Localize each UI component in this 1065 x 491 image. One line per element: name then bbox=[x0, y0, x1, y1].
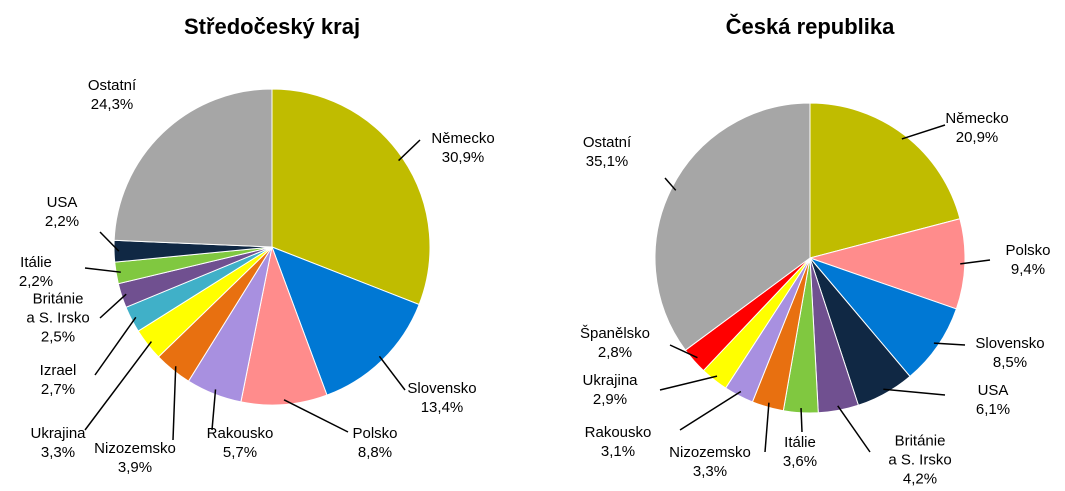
slice-label: Ukrajina 3,3% bbox=[30, 424, 85, 462]
value-label: 3,3% bbox=[692, 463, 728, 480]
leader-line bbox=[800, 408, 803, 433]
slice-label: Rakousko 3,1% bbox=[585, 423, 652, 461]
slice-label: Nizozemsko 3,3% bbox=[669, 443, 751, 481]
value-label: 8,5% bbox=[992, 354, 1028, 371]
slice-label: Německo 30,9% bbox=[431, 129, 494, 167]
slice-label: Itálie 3,6% bbox=[783, 433, 817, 471]
category-label: Německo bbox=[945, 110, 1009, 127]
value-label: 20,9% bbox=[955, 129, 999, 146]
slice-label: Slovensko 8,5% bbox=[975, 334, 1044, 372]
value-label: 3,6% bbox=[782, 453, 818, 470]
category-label: Británie a S. Irsko bbox=[888, 432, 952, 469]
value-label: 24,3% bbox=[90, 96, 134, 113]
leader-line bbox=[659, 375, 718, 391]
category-label: USA bbox=[46, 194, 78, 211]
category-label: Slovensko bbox=[975, 335, 1045, 352]
leader-line bbox=[669, 344, 698, 359]
slice-label: Rakousko 5,7% bbox=[207, 424, 274, 462]
slice-label: Polsko 9,4% bbox=[1005, 241, 1050, 279]
pie-slice bbox=[113, 88, 273, 248]
value-label: 30,9% bbox=[441, 149, 485, 166]
value-label: 2,2% bbox=[44, 213, 80, 230]
leader-line bbox=[901, 124, 946, 140]
category-label: Nizozemsko bbox=[669, 444, 751, 461]
category-label: USA bbox=[977, 382, 1009, 399]
category-label: Ukrajina bbox=[30, 425, 86, 442]
value-label: 9,4% bbox=[1010, 261, 1046, 278]
slice-label: Španělsko 2,8% bbox=[580, 324, 650, 362]
leader-line bbox=[211, 389, 217, 431]
slice-label: USA 2,2% bbox=[45, 193, 79, 231]
slice-label: Británie a S. Irsko 2,5% bbox=[26, 290, 89, 347]
slice-label: USA 6,1% bbox=[976, 381, 1010, 419]
leader-line bbox=[933, 342, 966, 346]
value-label: 3,3% bbox=[40, 444, 76, 461]
value-label: 3,9% bbox=[117, 459, 153, 476]
slice-label: Británie a S. Irsko 4,2% bbox=[888, 432, 951, 489]
pie-slice bbox=[271, 88, 431, 306]
slice-label: Slovensko 13,4% bbox=[407, 379, 476, 417]
value-label: 2,2% bbox=[18, 273, 54, 290]
slice-label: Polsko 8,8% bbox=[352, 424, 397, 462]
category-label: Itálie bbox=[784, 434, 816, 451]
slice-label: Ostatní 35,1% bbox=[583, 133, 631, 171]
slice-label: Ostatní 24,3% bbox=[88, 76, 136, 114]
category-label: Polsko bbox=[352, 425, 398, 442]
value-label: 2,7% bbox=[40, 381, 76, 398]
leader-line bbox=[398, 139, 421, 162]
value-label: 8,8% bbox=[357, 444, 393, 461]
leader-line bbox=[837, 405, 871, 453]
value-label: 4,2% bbox=[902, 470, 938, 488]
leader-line bbox=[679, 390, 742, 431]
category-label: Španělsko bbox=[579, 325, 651, 342]
value-label: 5,7% bbox=[222, 444, 258, 461]
category-label: Ukrajina bbox=[582, 372, 638, 389]
value-label: 3,1% bbox=[600, 443, 636, 460]
category-label: Ostatní bbox=[582, 134, 632, 151]
chart-title: Česká republika bbox=[725, 14, 895, 39]
category-label: Itálie bbox=[20, 254, 52, 271]
value-label: 13,4% bbox=[420, 399, 464, 416]
leader-line bbox=[84, 267, 121, 273]
slice-label: Nizozemsko 3,9% bbox=[94, 439, 176, 477]
slice-label: Izrael 2,7% bbox=[40, 361, 77, 399]
category-label: Nizozemsko bbox=[94, 440, 176, 457]
chart-title: Středočeský kraj bbox=[183, 14, 361, 39]
category-label: Británie a S. Irsko bbox=[26, 290, 90, 327]
slice-label: Ukrajina 2,9% bbox=[582, 371, 637, 409]
leader-line bbox=[84, 341, 153, 431]
category-label: Německo bbox=[431, 130, 495, 147]
leader-line bbox=[664, 177, 677, 191]
category-label: Izrael bbox=[39, 362, 77, 379]
slice-label: Německo 20,9% bbox=[945, 109, 1008, 147]
value-label: 35,1% bbox=[585, 153, 629, 170]
pie-slice bbox=[240, 245, 328, 406]
value-label: 2,9% bbox=[592, 391, 628, 408]
leader-line bbox=[378, 355, 406, 391]
leader-line bbox=[764, 402, 770, 453]
leader-line bbox=[99, 293, 127, 319]
value-label: 6,1% bbox=[975, 401, 1011, 418]
category-label: Rakousko bbox=[584, 424, 652, 441]
leader-line bbox=[883, 388, 946, 396]
category-label: Polsko bbox=[1005, 242, 1051, 259]
leader-line bbox=[283, 399, 349, 433]
leader-line bbox=[99, 231, 120, 252]
leader-line bbox=[960, 259, 991, 265]
leader-line bbox=[94, 316, 137, 376]
category-label: Slovensko bbox=[407, 380, 477, 397]
value-label: 2,5% bbox=[40, 328, 76, 346]
pie-slice bbox=[808, 218, 966, 310]
leader-line bbox=[172, 366, 177, 441]
slice-label: Itálie 2,2% bbox=[19, 253, 53, 291]
value-label: 2,8% bbox=[597, 344, 633, 361]
pie-slice bbox=[654, 102, 811, 351]
category-label: Rakousko bbox=[206, 425, 274, 442]
category-label: Ostatní bbox=[87, 77, 137, 94]
pie-slice bbox=[809, 102, 961, 259]
